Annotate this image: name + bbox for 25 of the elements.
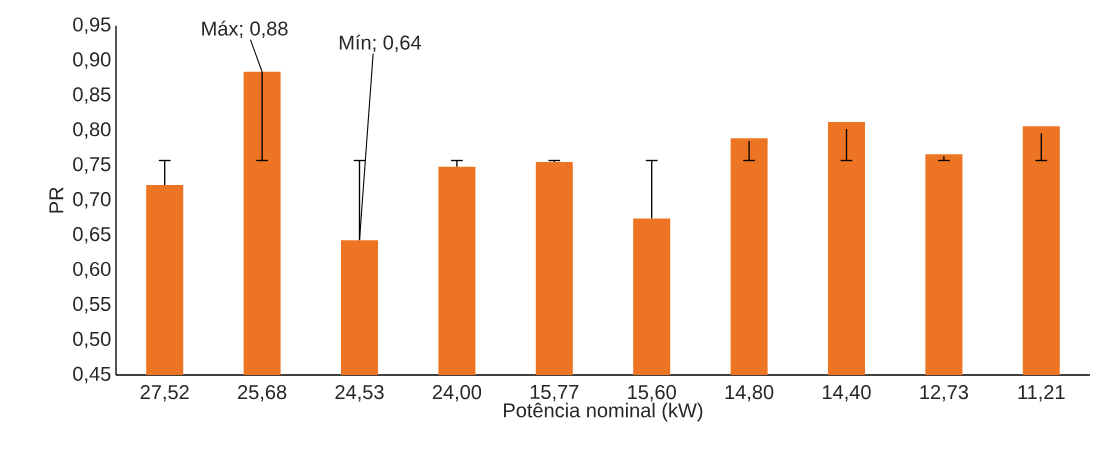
y-tick-label: 0,90: [73, 52, 111, 69]
x-tick-label: 14,80: [725, 385, 774, 402]
y-tick-label: 0,45: [73, 366, 111, 384]
x-tick-label: 12,73: [920, 385, 969, 402]
x-tick-label: 27,52: [140, 385, 189, 402]
y-tick-label: 0,65: [73, 226, 111, 244]
y-tick-label: 0,55: [73, 296, 111, 314]
y-tick-label: 0,60: [73, 261, 111, 279]
annotation: Mín; 0,64: [339, 34, 422, 53]
y-tick-label: 0,70: [73, 192, 111, 209]
annotation: Máx; 0,88: [202, 20, 288, 39]
y-axis-title: PR: [49, 187, 64, 213]
x-tick-label: 24,53: [335, 385, 384, 402]
x-tick-label: 11,21: [1018, 385, 1065, 402]
x-tick-label: 15,77: [530, 385, 579, 402]
y-tick-label: 0,80: [73, 122, 111, 139]
x-tick-label: 14,40: [823, 385, 871, 402]
y-tick-label: 0,95: [73, 17, 111, 34]
x-tick-label: 15,60: [628, 385, 676, 402]
x-tick-label: 25,68: [238, 385, 287, 402]
y-tick-label: 0,50: [73, 331, 111, 349]
x-tick-label: 24,00: [432, 385, 482, 402]
x-axis-title: Potência nominal (kW): [504, 402, 703, 422]
y-tick-label: 0,85: [73, 87, 111, 104]
y-tick-label: 0,75: [73, 157, 111, 174]
